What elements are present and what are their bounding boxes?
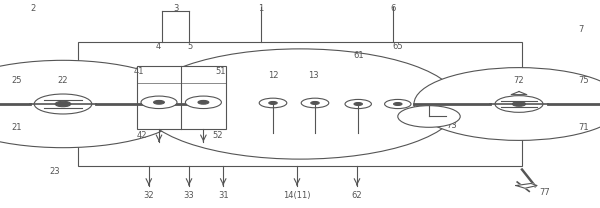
Text: 52: 52 <box>212 131 223 140</box>
Text: 51: 51 <box>215 67 226 76</box>
Text: 2: 2 <box>31 4 35 13</box>
Text: 3: 3 <box>173 4 178 13</box>
Text: 6: 6 <box>391 4 395 13</box>
Bar <box>78 42 522 166</box>
Polygon shape <box>516 183 537 188</box>
Text: 65: 65 <box>392 42 403 51</box>
Bar <box>137 66 226 129</box>
Text: 7: 7 <box>578 25 583 34</box>
Circle shape <box>185 96 221 109</box>
Text: 14(11): 14(11) <box>283 191 311 201</box>
Circle shape <box>34 94 92 114</box>
Text: 62: 62 <box>352 191 362 201</box>
Text: 73: 73 <box>446 121 457 130</box>
Circle shape <box>55 101 71 107</box>
Text: 42: 42 <box>137 131 148 140</box>
Circle shape <box>354 103 362 105</box>
Text: 23: 23 <box>50 167 61 176</box>
Text: 33: 33 <box>184 191 194 201</box>
Circle shape <box>385 99 411 109</box>
Text: 4: 4 <box>155 42 160 51</box>
Text: 71: 71 <box>578 123 589 132</box>
Text: 31: 31 <box>218 191 229 201</box>
Text: 22: 22 <box>58 76 68 85</box>
Text: 13: 13 <box>308 71 319 80</box>
Circle shape <box>0 60 189 148</box>
Circle shape <box>394 103 402 105</box>
Text: 25: 25 <box>11 76 22 85</box>
Text: 5: 5 <box>188 42 193 51</box>
Text: 41: 41 <box>134 67 145 76</box>
Text: 1: 1 <box>259 4 263 13</box>
Text: 75: 75 <box>578 76 589 85</box>
Circle shape <box>198 100 209 104</box>
Circle shape <box>414 68 600 140</box>
Circle shape <box>141 49 459 159</box>
Circle shape <box>301 98 329 108</box>
Circle shape <box>269 102 277 104</box>
Text: 72: 72 <box>514 76 524 85</box>
Text: 21: 21 <box>11 123 22 132</box>
Circle shape <box>154 100 164 104</box>
Text: 12: 12 <box>268 71 278 80</box>
Circle shape <box>311 102 319 104</box>
Circle shape <box>345 99 371 109</box>
Text: 32: 32 <box>143 191 154 201</box>
Text: 61: 61 <box>353 51 364 60</box>
Circle shape <box>259 98 287 108</box>
Circle shape <box>495 96 543 112</box>
Circle shape <box>141 96 177 109</box>
Text: 77: 77 <box>539 188 550 197</box>
Circle shape <box>398 106 460 127</box>
Circle shape <box>512 102 526 106</box>
